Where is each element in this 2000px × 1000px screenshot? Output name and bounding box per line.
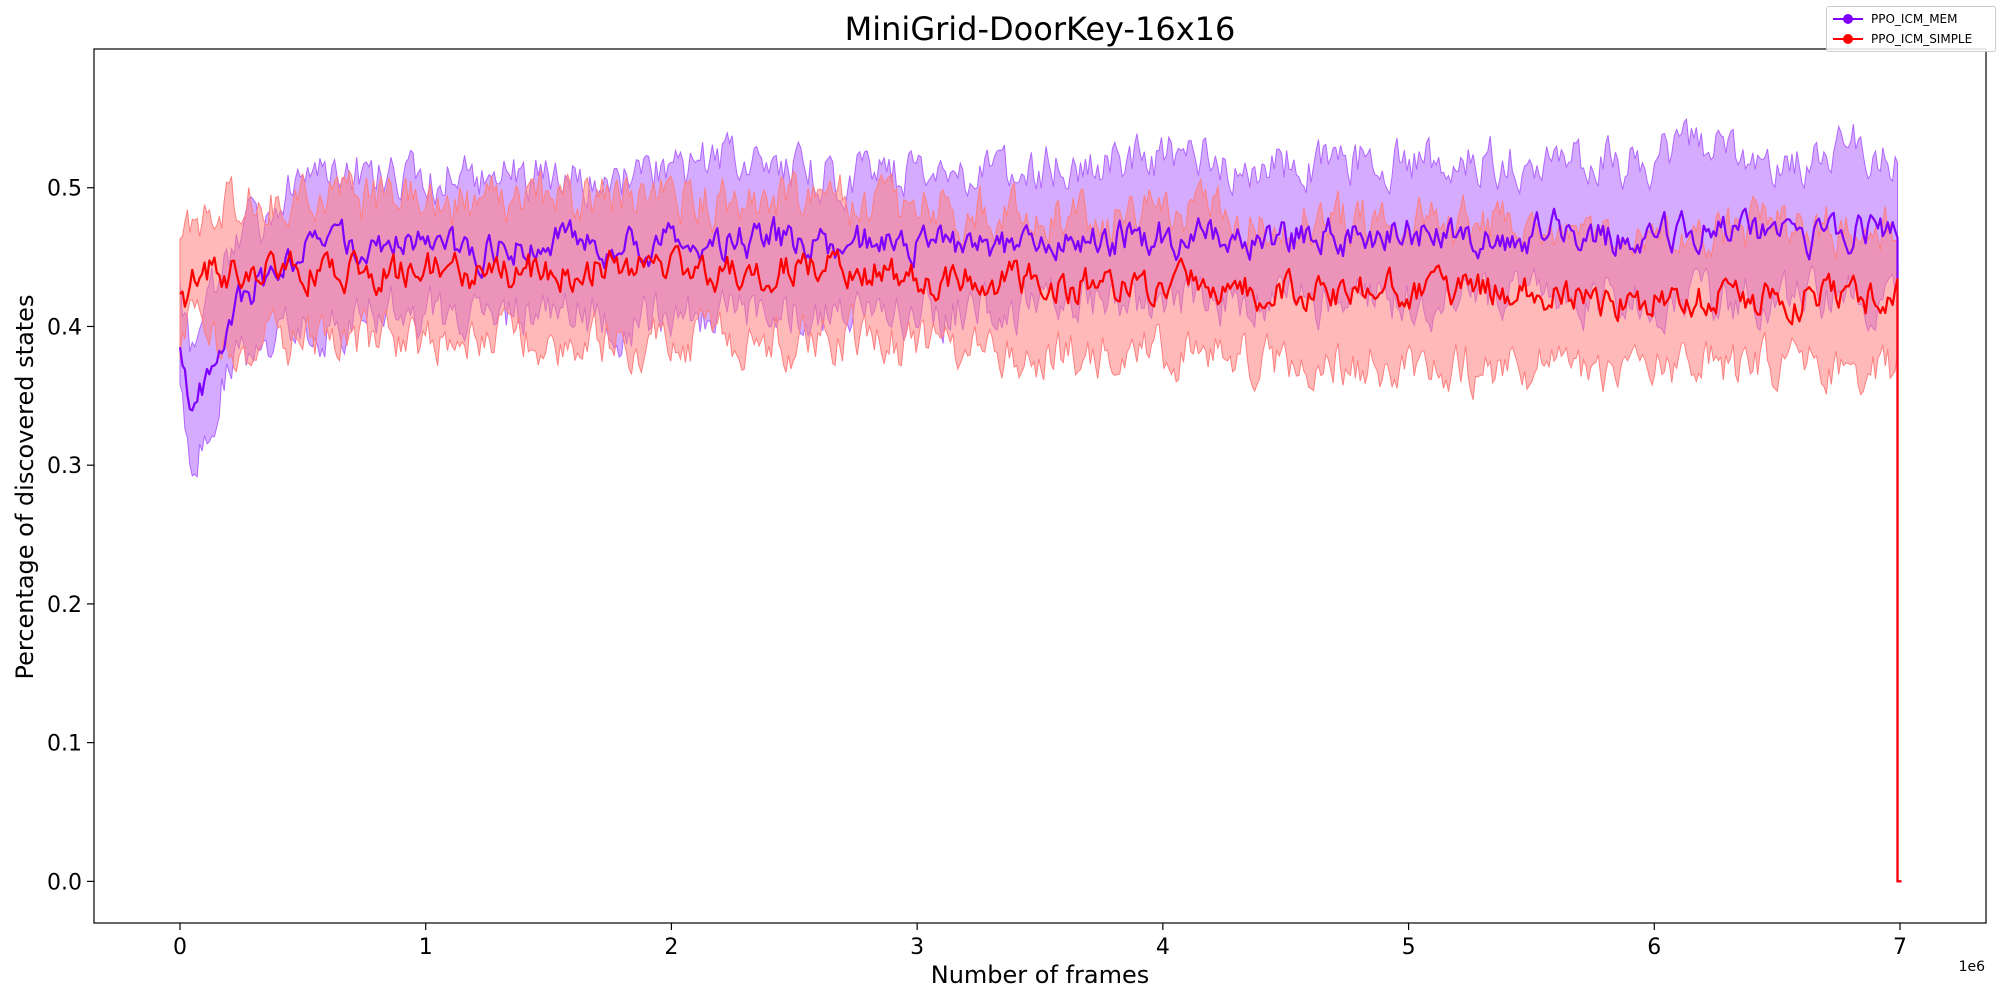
x-tick-label: 0: [173, 935, 187, 960]
legend: PPO_ICM_MEM PPO_ICM_SIMPLE: [1826, 6, 1996, 52]
x-tick-label: 6: [1647, 935, 1661, 960]
y-tick-label: 0.1: [47, 732, 82, 757]
line-ppo-icm-simple: [179, 245, 1902, 883]
legend-swatch-simple: [1833, 32, 1863, 46]
plot-frame: [93, 48, 1987, 924]
legend-swatch-mem: [1833, 12, 1863, 26]
y-tick-label: 0.4: [47, 315, 82, 340]
legend-entry-simple: PPO_ICM_SIMPLE: [1833, 30, 1972, 48]
axes: 0 1 2 3 4 5 6 7 0.0 0.1 0.2 0.3 0.4 0.5: [47, 48, 1987, 960]
chart-title: MiniGrid-DoorKey-16x16: [845, 10, 1236, 48]
x-tick-label: 1: [419, 935, 433, 960]
y-tick-label: 0.3: [47, 454, 82, 479]
y-axis-label: Percentage of discovered states: [11, 295, 39, 680]
y-tick-label: 0.0: [47, 870, 82, 895]
y-tick-label: 0.5: [47, 177, 82, 202]
legend-entry-mem: PPO_ICM_MEM: [1833, 10, 1957, 28]
line-ppo-icm-mem: [178, 207, 1902, 883]
series-lines: [178, 207, 1902, 883]
x-tick-label: 4: [1156, 935, 1170, 960]
x-tick-label: 5: [1402, 935, 1416, 960]
x-tick-label: 3: [910, 935, 924, 960]
legend-label-mem: PPO_ICM_MEM: [1871, 12, 1958, 26]
x-tick-label: 7: [1893, 935, 1907, 960]
legend-label-simple: PPO_ICM_SIMPLE: [1871, 32, 1973, 46]
y-tick-label: 0.2: [47, 593, 82, 618]
x-scale-offset-label: 1e6: [1959, 959, 1986, 975]
x-tick-label: 2: [664, 935, 678, 960]
x-axis-label: Number of frames: [931, 961, 1149, 989]
